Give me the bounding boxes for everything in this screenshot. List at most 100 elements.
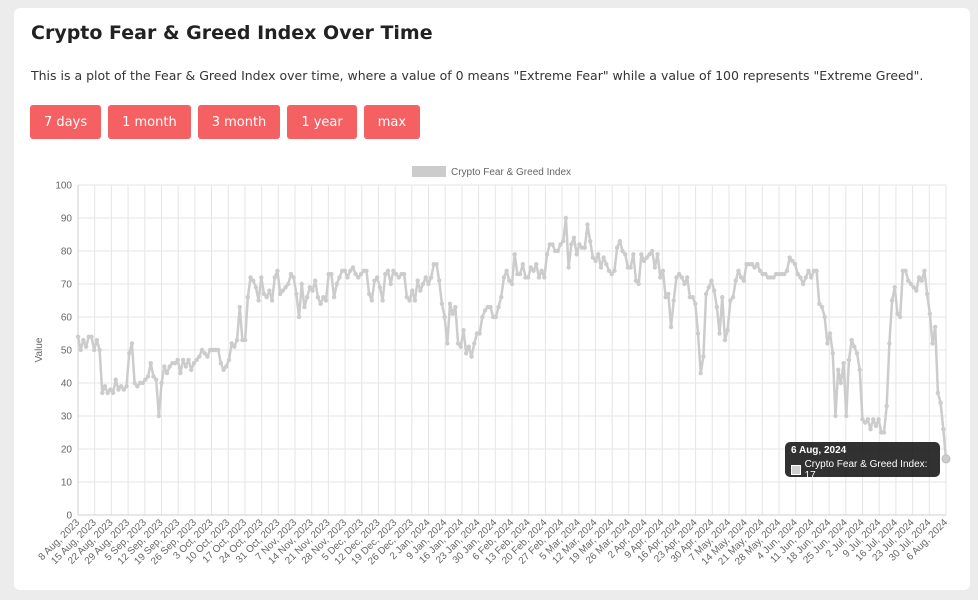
data-point bbox=[887, 341, 892, 346]
data-point bbox=[558, 242, 563, 247]
data-point bbox=[752, 265, 757, 270]
data-point bbox=[728, 298, 733, 303]
data-point bbox=[329, 271, 334, 277]
data-point bbox=[269, 298, 275, 303]
data-point bbox=[377, 285, 383, 290]
data-point bbox=[350, 265, 356, 270]
data-point bbox=[803, 275, 809, 280]
data-point bbox=[682, 281, 687, 287]
data-point bbox=[569, 242, 574, 247]
data-point bbox=[493, 314, 499, 320]
range-1-year-button[interactable]: 1 year bbox=[287, 105, 357, 139]
data-point bbox=[916, 275, 922, 280]
data-point bbox=[121, 387, 127, 392]
data-point bbox=[267, 288, 272, 293]
range-3-month-button[interactable]: 3 month bbox=[197, 105, 281, 139]
data-point bbox=[941, 454, 951, 464]
data-point bbox=[110, 390, 116, 396]
data-point bbox=[307, 285, 313, 290]
data-point bbox=[164, 370, 170, 376]
data-point bbox=[434, 262, 439, 267]
data-point bbox=[922, 268, 927, 273]
data-point bbox=[148, 361, 153, 366]
data-point bbox=[528, 265, 534, 270]
data-point bbox=[186, 357, 191, 363]
data-point bbox=[809, 275, 814, 280]
data-point bbox=[353, 271, 358, 277]
y-axis-title: Value bbox=[34, 337, 45, 362]
data-point bbox=[215, 347, 221, 353]
data-point bbox=[720, 295, 725, 300]
data-point bbox=[342, 268, 348, 273]
data-point bbox=[372, 278, 377, 283]
data-point bbox=[189, 367, 194, 372]
data-point bbox=[593, 258, 598, 264]
data-point bbox=[259, 275, 264, 280]
data-point bbox=[517, 271, 523, 277]
data-point bbox=[784, 268, 790, 273]
data-point bbox=[194, 357, 199, 363]
data-point bbox=[566, 265, 571, 270]
y-tick-label: 50 bbox=[61, 346, 73, 357]
data-point bbox=[461, 328, 466, 333]
data-point bbox=[534, 262, 539, 267]
data-point bbox=[135, 384, 140, 389]
data-point bbox=[606, 268, 612, 273]
data-point bbox=[153, 377, 159, 382]
data-point bbox=[116, 387, 121, 392]
data-point bbox=[628, 265, 633, 270]
data-point bbox=[555, 248, 561, 254]
data-point bbox=[156, 413, 162, 419]
data-point bbox=[383, 271, 388, 277]
data-point bbox=[261, 291, 267, 297]
data-point bbox=[81, 337, 86, 343]
data-point bbox=[938, 400, 943, 405]
range-max-button[interactable]: max bbox=[363, 105, 421, 139]
data-point bbox=[458, 344, 463, 349]
data-point bbox=[205, 354, 210, 359]
data-point bbox=[321, 295, 326, 300]
data-point bbox=[652, 265, 658, 270]
data-point bbox=[453, 304, 458, 310]
data-point bbox=[835, 367, 841, 372]
data-point bbox=[577, 242, 582, 247]
data-point bbox=[897, 314, 903, 320]
y-tick-label: 80 bbox=[61, 247, 73, 258]
data-point bbox=[218, 361, 224, 366]
data-point bbox=[385, 268, 391, 273]
data-point bbox=[924, 291, 930, 297]
data-point bbox=[229, 341, 234, 346]
data-point bbox=[825, 341, 830, 346]
data-point bbox=[800, 281, 806, 287]
data-point bbox=[507, 278, 512, 283]
data-point bbox=[302, 304, 307, 310]
data-point bbox=[639, 252, 644, 257]
data-point bbox=[868, 427, 873, 432]
data-point bbox=[830, 351, 835, 356]
data-point bbox=[512, 252, 517, 257]
data-point bbox=[482, 308, 488, 313]
data-point bbox=[286, 281, 291, 287]
data-point bbox=[159, 380, 164, 386]
data-point bbox=[393, 271, 399, 277]
data-point bbox=[587, 238, 593, 244]
range-7-days-button[interactable]: 7 days bbox=[30, 105, 102, 139]
data-point bbox=[472, 341, 477, 346]
tooltip-swatch bbox=[791, 465, 801, 475]
data-point bbox=[711, 288, 717, 293]
data-point bbox=[730, 295, 736, 300]
data-point bbox=[140, 380, 145, 386]
data-point bbox=[242, 337, 248, 343]
data-point bbox=[671, 298, 676, 303]
data-point bbox=[714, 304, 720, 310]
range-1-month-button[interactable]: 1 month bbox=[108, 105, 191, 139]
data-point bbox=[860, 417, 865, 422]
data-point bbox=[571, 235, 577, 240]
data-point bbox=[167, 364, 172, 369]
data-point bbox=[563, 215, 569, 221]
data-point bbox=[763, 271, 768, 277]
data-point bbox=[108, 387, 113, 392]
y-tick-label: 30 bbox=[61, 412, 73, 423]
data-point bbox=[437, 278, 442, 283]
